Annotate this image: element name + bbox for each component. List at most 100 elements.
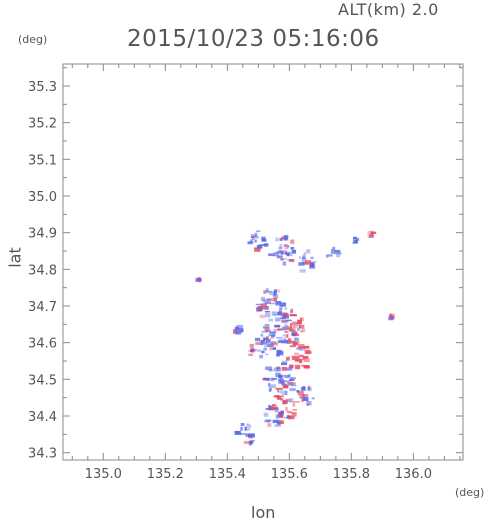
data-cell: [289, 329, 296, 332]
altitude-label: ALT(km) 2.0: [338, 0, 439, 19]
data-cell: [275, 237, 279, 242]
data-cell: [267, 343, 274, 347]
data-cell: [264, 324, 270, 326]
data-cell: [294, 337, 299, 341]
data-cell: [263, 377, 267, 381]
data-cell: [297, 319, 302, 325]
data-cell: [285, 357, 290, 361]
data-cell: [265, 366, 272, 371]
data-cell: [268, 332, 276, 337]
data-cell: [283, 380, 290, 383]
data-cell: [271, 342, 278, 346]
data-cell: [299, 359, 303, 364]
data-cell: [282, 393, 286, 395]
data-cell: [281, 362, 287, 366]
data-cell: [302, 356, 309, 359]
data-cell: [284, 324, 288, 327]
data-cell: [330, 251, 335, 254]
data-cell: [275, 387, 283, 390]
data-cell: [278, 377, 282, 381]
data-cell: [312, 261, 317, 263]
data-cell: [353, 239, 358, 244]
data-cell: [263, 290, 266, 294]
data-cell: [287, 259, 294, 261]
data-cell: [289, 345, 296, 348]
data-cell: [367, 235, 373, 238]
data-cell: [272, 407, 275, 410]
data-cell: [278, 380, 285, 385]
data-cell: [265, 353, 269, 356]
data-cell: [300, 394, 304, 399]
data-cell: [269, 346, 272, 351]
data-cell: [273, 367, 279, 372]
data-cell: [304, 365, 310, 370]
data-cell: [279, 308, 282, 312]
data-cell: [370, 233, 375, 236]
data-cell: [353, 236, 357, 240]
data-cell: [304, 349, 311, 355]
data-cell: [264, 327, 270, 332]
data-cell: [247, 241, 253, 245]
data-cell: [310, 256, 314, 259]
data-cell: [306, 400, 312, 406]
data-cell: [369, 234, 375, 238]
axis-ticks: 135.0 135.2 135.4 135.6 135.8 136.0 34.3 34.4 34…: [28, 64, 463, 482]
data-cell: [261, 330, 268, 334]
data-cell: [289, 378, 295, 382]
data-cell: [325, 254, 329, 258]
data-cell: [277, 420, 284, 424]
data-cell: [302, 394, 309, 397]
data-cell: [268, 368, 273, 372]
data-cell: [254, 247, 261, 252]
y-tick-label: 35.0: [28, 190, 57, 205]
data-cell: [283, 416, 290, 419]
data-cell: [268, 404, 271, 409]
data-cell: [332, 246, 336, 251]
data-cell: [271, 377, 278, 381]
data-cell: [269, 302, 277, 305]
data-cell: [290, 239, 295, 244]
data-cell: [198, 280, 201, 283]
data-cell: [238, 432, 242, 435]
data-cell: [282, 400, 286, 405]
data-cell: [304, 396, 307, 401]
data-cell: [265, 313, 271, 318]
data-cell: [255, 230, 261, 232]
data-cell: [302, 386, 306, 390]
data-cell: [288, 327, 296, 331]
data-cell: [283, 313, 289, 317]
data-cell: [248, 436, 254, 439]
data-cell: [279, 305, 283, 310]
data-cell: [293, 334, 300, 336]
data-cell: [289, 387, 296, 392]
y-tick-label: 34.7: [28, 300, 57, 315]
data-cell: [292, 403, 296, 407]
data-cell: [276, 250, 284, 255]
data-cell: [262, 341, 268, 345]
data-cell: [284, 307, 288, 310]
data-cell: [254, 232, 258, 238]
data-cell: [263, 412, 269, 417]
x-tick-label: 135.4: [209, 467, 246, 482]
data-cell: [287, 338, 292, 342]
data-cell: [283, 337, 286, 342]
data-cell: [285, 406, 288, 412]
data-cell: [281, 383, 288, 386]
data-cell: [288, 251, 293, 257]
data-cell: [265, 419, 272, 422]
data-cell: [246, 423, 249, 426]
y-tick-label: 35.3: [28, 80, 57, 95]
data-cell: [291, 249, 297, 254]
data-cell: [254, 239, 257, 243]
data-cell: [272, 419, 280, 424]
data-cell: [250, 239, 253, 242]
data-cell: [240, 432, 247, 436]
data-cell: [301, 328, 306, 333]
data-cell: [291, 355, 299, 361]
data-cell: [287, 245, 290, 248]
data-cell: [294, 364, 301, 370]
data-cell: [302, 256, 305, 259]
data-cell: [246, 424, 252, 429]
data-cell: [266, 336, 269, 340]
data-cell: [275, 301, 282, 305]
